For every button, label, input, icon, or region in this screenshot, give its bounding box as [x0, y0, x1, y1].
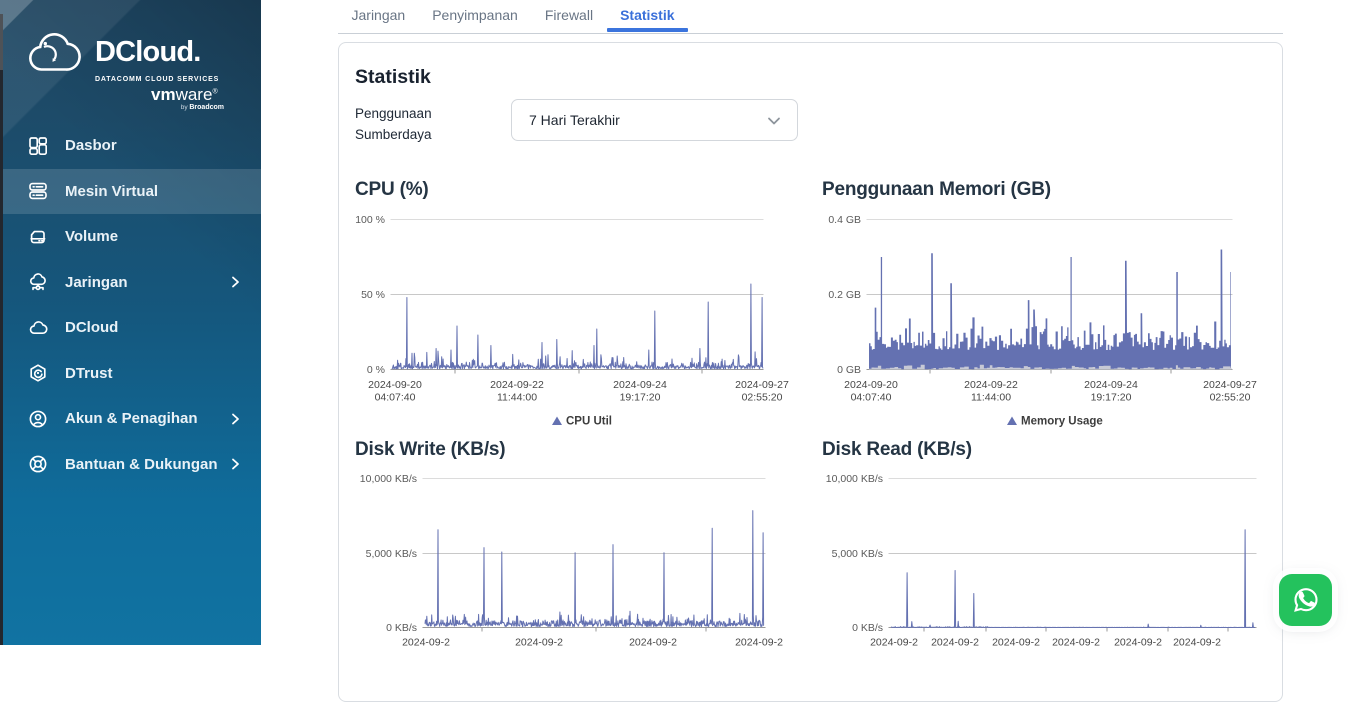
svg-text:2024-09-22: 2024-09-22: [490, 379, 544, 391]
svg-text:02:55:20: 02:55:20: [742, 392, 783, 404]
svg-text:2024-09-2: 2024-09-2: [1114, 637, 1162, 649]
svg-text:10,000 KB/s: 10,000 KB/s: [826, 473, 883, 485]
svg-text:0 KB/s: 0 KB/s: [852, 622, 883, 634]
svg-text:CPU Util: CPU Util: [566, 416, 612, 428]
svg-text:11:44:00: 11:44:00: [971, 392, 1011, 404]
svg-text:2024-09-2: 2024-09-2: [1052, 637, 1100, 649]
svg-text:0.2 GB: 0.2 GB: [828, 289, 861, 301]
svg-text:2024-09-2: 2024-09-2: [1173, 637, 1221, 649]
svg-text:5,000 KB/s: 5,000 KB/s: [832, 548, 883, 560]
svg-text:0.4 GB: 0.4 GB: [828, 214, 861, 226]
svg-text:2024-09-2: 2024-09-2: [515, 637, 563, 649]
svg-text:10,000 KB/s: 10,000 KB/s: [360, 473, 417, 485]
svg-text:2024-09-2: 2024-09-2: [992, 637, 1040, 649]
svg-text:11:44:00: 11:44:00: [497, 392, 537, 404]
svg-text:19:17:20: 19:17:20: [620, 392, 661, 404]
svg-text:2024-09-2: 2024-09-2: [735, 637, 783, 649]
svg-text:2024-09-22: 2024-09-22: [964, 379, 1018, 391]
svg-text:50 %: 50 %: [361, 289, 385, 301]
svg-text:2024-09-20: 2024-09-20: [844, 379, 898, 391]
svg-text:2024-09-27: 2024-09-27: [1203, 379, 1257, 391]
svg-text:02:55:20: 02:55:20: [1210, 392, 1251, 404]
svg-text:5,000 KB/s: 5,000 KB/s: [366, 548, 417, 560]
svg-text:2024-09-2: 2024-09-2: [402, 637, 450, 649]
svg-text:2024-09-2: 2024-09-2: [629, 637, 677, 649]
svg-text:Memory Usage: Memory Usage: [1021, 416, 1103, 428]
svg-text:0 KB/s: 0 KB/s: [386, 622, 417, 634]
svg-text:0 %: 0 %: [367, 364, 385, 376]
svg-text:2024-09-24: 2024-09-24: [1084, 379, 1138, 391]
svg-text:0 GB: 0 GB: [837, 364, 861, 376]
svg-text:100 %: 100 %: [355, 214, 385, 226]
svg-text:2024-09-2: 2024-09-2: [870, 637, 918, 649]
svg-text:2024-09-24: 2024-09-24: [613, 379, 667, 391]
svg-text:04:07:40: 04:07:40: [851, 392, 892, 404]
svg-text:04:07:40: 04:07:40: [375, 392, 416, 404]
svg-text:2024-09-27: 2024-09-27: [735, 379, 789, 391]
svg-text:19:17:20: 19:17:20: [1091, 392, 1132, 404]
svg-text:2024-09-2: 2024-09-2: [931, 637, 979, 649]
svg-text:2024-09-20: 2024-09-20: [368, 379, 422, 391]
